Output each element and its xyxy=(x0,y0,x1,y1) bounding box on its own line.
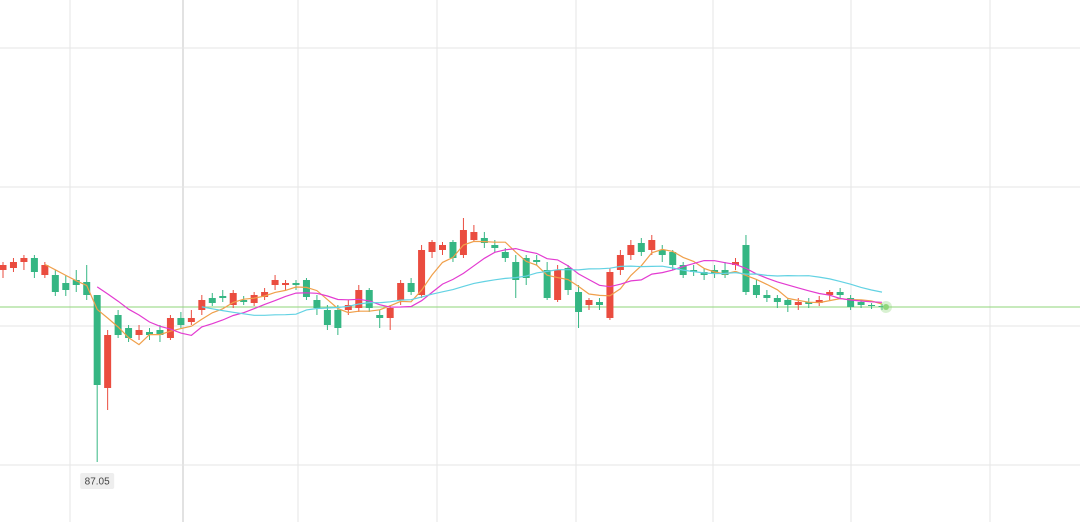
candle-body xyxy=(491,245,499,248)
candle-body xyxy=(543,270,551,298)
candle-body xyxy=(805,302,813,304)
candle-body xyxy=(658,250,666,255)
candle-body xyxy=(313,300,321,308)
low-label: 87.05 xyxy=(85,477,110,488)
candle-body xyxy=(752,285,760,295)
candle-body xyxy=(30,258,38,272)
candle-body xyxy=(585,300,593,305)
candle-body xyxy=(397,283,405,300)
candle-body xyxy=(198,300,206,310)
candle-body xyxy=(135,330,143,335)
candle-body xyxy=(104,335,112,388)
candle-body xyxy=(125,328,133,338)
candle-body xyxy=(20,258,28,262)
candle-body xyxy=(826,292,834,295)
candle-body xyxy=(376,315,384,318)
candle-body xyxy=(386,308,394,318)
candle-body xyxy=(282,283,290,285)
candle-body xyxy=(418,250,426,295)
candle-body xyxy=(784,300,792,305)
candle-body xyxy=(208,298,216,303)
candle-body xyxy=(637,243,645,252)
candle-body xyxy=(648,240,656,250)
candle-body xyxy=(62,283,70,290)
candle-body xyxy=(721,270,729,275)
candle-body xyxy=(41,265,49,275)
candle-body xyxy=(166,318,174,338)
candle-body xyxy=(292,283,300,285)
candle-body xyxy=(177,318,185,325)
candle-body xyxy=(554,270,562,300)
candle-body xyxy=(114,315,122,335)
candle-body xyxy=(51,275,59,292)
candle-body xyxy=(219,296,227,298)
candle-body xyxy=(773,298,781,302)
candle-body xyxy=(763,295,771,298)
candle-body xyxy=(606,272,614,318)
candle-body xyxy=(261,292,269,297)
last-price-dot xyxy=(883,304,889,310)
candle-body xyxy=(690,270,698,272)
candle-body xyxy=(93,295,101,385)
candle-body xyxy=(187,318,195,322)
moving-average-line xyxy=(96,247,883,337)
candle-body xyxy=(83,282,91,295)
candle-body xyxy=(0,265,7,270)
candle-body xyxy=(302,280,310,297)
candle-body xyxy=(229,293,237,305)
candle-body xyxy=(815,300,823,303)
candle-body xyxy=(732,262,739,265)
candle-body xyxy=(240,300,248,302)
candle-body xyxy=(323,310,331,325)
candle-body xyxy=(9,262,17,268)
candle-body xyxy=(407,283,415,292)
candle-body xyxy=(501,252,509,258)
candle-body xyxy=(847,298,855,307)
candle-body xyxy=(72,280,80,285)
candle-body xyxy=(616,255,624,270)
candle-body xyxy=(470,232,478,240)
low-label-box xyxy=(80,473,115,489)
candle-body xyxy=(857,302,865,305)
candle-body xyxy=(595,302,603,305)
candle-body xyxy=(836,292,844,295)
candle-body xyxy=(344,305,352,310)
candle-body xyxy=(156,330,164,335)
candle-body xyxy=(365,290,373,308)
candle-body xyxy=(250,295,258,303)
candle-body xyxy=(575,292,583,312)
candle-body xyxy=(669,252,677,265)
candle-body xyxy=(449,242,457,258)
candle-body xyxy=(459,230,467,255)
candle-body xyxy=(522,258,530,278)
candle-body xyxy=(271,280,279,285)
candle-body xyxy=(439,245,446,250)
candle-body xyxy=(428,242,436,252)
candle-body xyxy=(627,245,635,255)
candle-body xyxy=(794,302,802,305)
candle-body xyxy=(480,238,488,243)
candle-body xyxy=(512,262,520,280)
candle-body xyxy=(334,310,342,328)
candle-body xyxy=(878,306,886,307)
moving-average-line xyxy=(201,265,883,316)
candle-body xyxy=(533,260,541,262)
candle-body xyxy=(868,305,876,306)
candle-body xyxy=(146,332,153,335)
